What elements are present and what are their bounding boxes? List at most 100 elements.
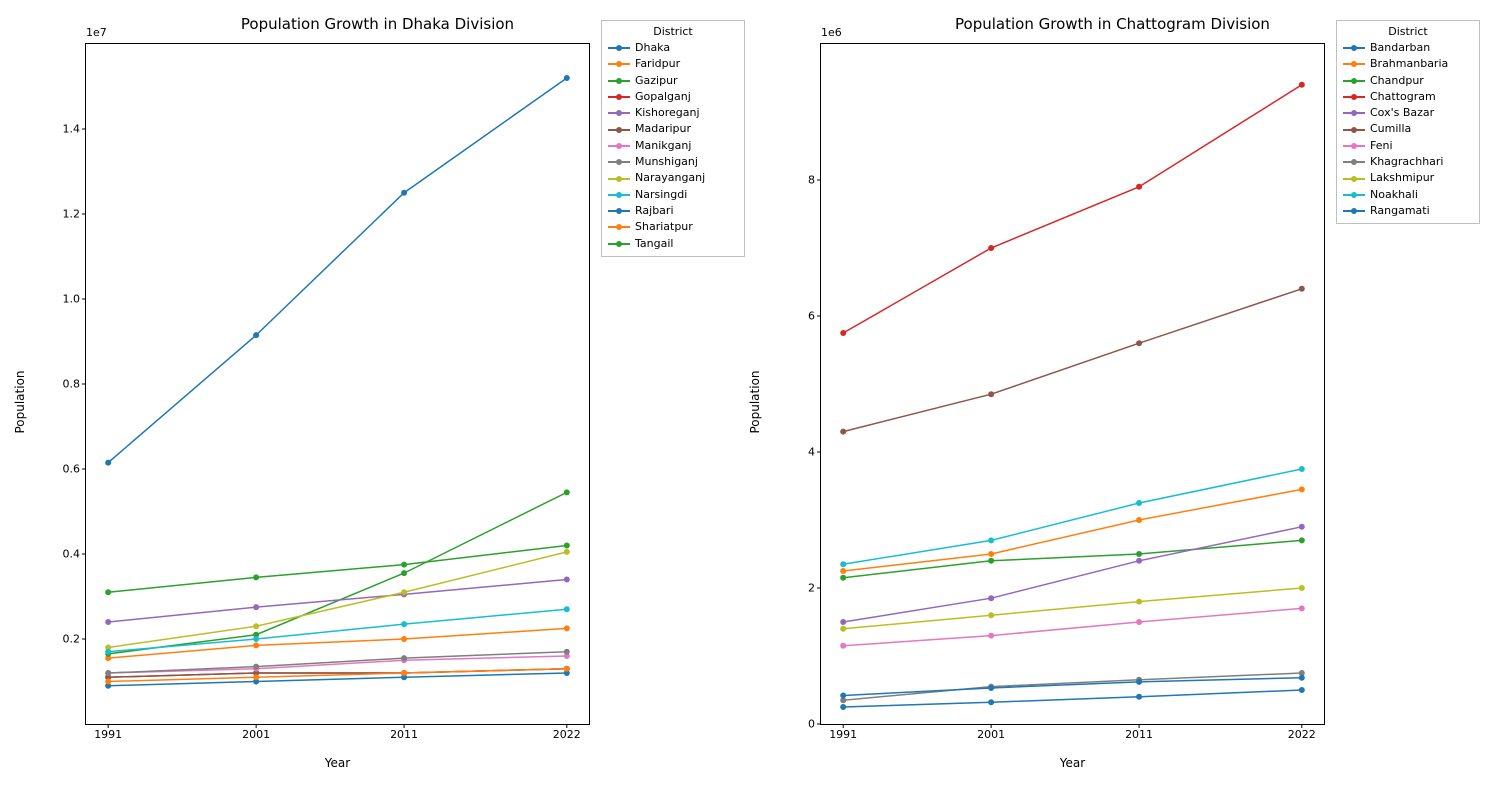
legend-swatch	[608, 129, 630, 131]
legend-item: Chandpur	[1343, 73, 1473, 89]
series-marker	[1299, 486, 1305, 492]
plot-area-dhaka: 1e7 0.20.40.60.81.01.21.4199120012011202…	[85, 43, 590, 725]
x-axis-label: Year	[325, 756, 350, 770]
legend-label: Lakshmipur	[1370, 171, 1434, 185]
series-line	[843, 289, 1302, 432]
legend-item: Narayanganj	[608, 170, 738, 186]
legend-label: Bandarban	[1370, 41, 1430, 55]
legend-item: Rajbari	[608, 203, 738, 219]
series-marker	[401, 670, 407, 676]
x-tick-label: 2022	[553, 728, 581, 741]
series-marker	[253, 574, 259, 580]
legend-label: Tangail	[635, 237, 673, 251]
legend-item: Cox's Bazar	[1343, 105, 1473, 121]
legend-swatch	[1343, 47, 1365, 49]
legend-swatch	[608, 243, 630, 245]
series-marker	[253, 604, 259, 610]
series-marker	[840, 330, 846, 336]
series-marker	[401, 190, 407, 196]
legend-swatch	[1343, 96, 1365, 98]
series-marker	[1299, 82, 1305, 88]
series-marker	[840, 429, 846, 435]
series-marker	[1136, 558, 1142, 564]
legend-label: Narsingdi	[635, 188, 687, 202]
series-marker	[988, 245, 994, 251]
legend-item: Cumilla	[1343, 121, 1473, 137]
series-marker	[988, 391, 994, 397]
series-marker	[401, 562, 407, 568]
series-marker	[105, 649, 111, 655]
legend-item: Lakshmipur	[1343, 170, 1473, 186]
series-marker	[988, 558, 994, 564]
legend-swatch	[608, 210, 630, 212]
series-marker	[840, 643, 846, 649]
legend-title: District	[608, 25, 738, 38]
series-marker	[1299, 585, 1305, 591]
legend-label: Narayanganj	[635, 171, 705, 185]
legend-swatch	[608, 80, 630, 82]
y-tick-label: 4	[808, 446, 815, 459]
y-tick-label: 6	[808, 310, 815, 323]
plot-area-chattogram: 1e6 024681991200120112022	[820, 43, 1325, 725]
x-axis-label: Year	[1060, 756, 1085, 770]
series-marker	[1299, 605, 1305, 611]
y-axis-label: Population	[748, 370, 762, 433]
series-marker	[253, 623, 259, 629]
series-marker	[988, 612, 994, 618]
series-marker	[1136, 694, 1142, 700]
y-exponent: 1e6	[821, 26, 842, 39]
legend-swatch	[608, 47, 630, 49]
legend-item: Bandarban	[1343, 40, 1473, 56]
series-marker	[253, 636, 259, 642]
series-marker	[840, 561, 846, 567]
series-marker	[988, 595, 994, 601]
series-marker	[840, 704, 846, 710]
legend-swatch	[1343, 194, 1365, 196]
series-marker	[401, 655, 407, 661]
legend-label: Manikganj	[635, 139, 691, 153]
subplot-dhaka: Population Growth in Dhaka Division Popu…	[10, 10, 745, 780]
series-marker	[105, 619, 111, 625]
series-marker	[564, 666, 570, 672]
legend-label: Shariatpur	[635, 220, 693, 234]
series-marker	[1136, 517, 1142, 523]
legend-item: Madaripur	[608, 121, 738, 137]
legend-item: Rangamati	[1343, 203, 1473, 219]
series-marker	[1136, 340, 1142, 346]
legend-label: Brahmanbaria	[1370, 57, 1448, 71]
series-marker	[105, 589, 111, 595]
series-marker	[564, 489, 570, 495]
legend-label: Dhaka	[635, 41, 670, 55]
y-tick-label: 8	[808, 174, 815, 187]
legend-item: Dhaka	[608, 40, 738, 56]
series-marker	[564, 577, 570, 583]
legend-swatch	[1343, 63, 1365, 65]
series-marker	[988, 685, 994, 691]
series-marker	[253, 674, 259, 680]
series-marker	[1299, 286, 1305, 292]
legend-swatch	[608, 194, 630, 196]
legend-body-chattogram: BandarbanBrahmanbariaChandpurChattogramC…	[1343, 40, 1473, 219]
legend-swatch	[1343, 210, 1365, 212]
legend-label: Rajbari	[635, 204, 674, 218]
legend-item: Brahmanbaria	[1343, 56, 1473, 72]
series-line	[843, 489, 1302, 571]
y-tick-label: 0.6	[63, 463, 81, 476]
y-tick-label: 0	[808, 718, 815, 731]
y-tick-label: 0.8	[63, 378, 81, 391]
series-marker	[105, 670, 111, 676]
series-marker	[401, 589, 407, 595]
legend-label: Rangamati	[1370, 204, 1430, 218]
series-line	[843, 85, 1302, 333]
legend-item: Tangail	[608, 236, 738, 252]
series-marker	[840, 626, 846, 632]
legend-label: Faridpur	[635, 57, 680, 71]
series-marker	[988, 551, 994, 557]
series-marker	[1299, 537, 1305, 543]
legend-item: Narsingdi	[608, 187, 738, 203]
series-marker	[1136, 500, 1142, 506]
series-marker	[1299, 524, 1305, 530]
series-marker	[564, 606, 570, 612]
series-line	[108, 492, 567, 654]
legend-dhaka: District DhakaFaridpurGazipurGopalganjKi…	[601, 20, 745, 257]
